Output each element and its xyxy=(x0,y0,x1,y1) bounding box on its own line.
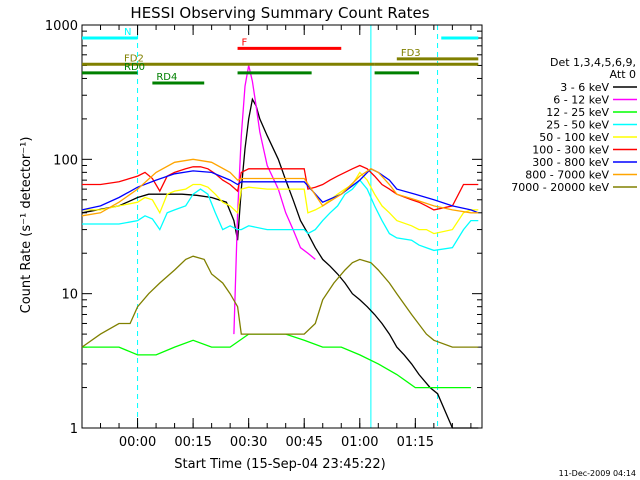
legend-label-2: 12 - 25 keV xyxy=(546,106,609,119)
legend-label-5: 100 - 300 keV xyxy=(532,144,609,157)
annotation-label-5: RD4 xyxy=(156,72,177,83)
x-tick-label: 01:15 xyxy=(397,435,434,450)
plot-frame xyxy=(81,24,483,429)
y-tick-label: 100 xyxy=(53,153,78,168)
series-line-4 xyxy=(82,171,479,235)
series-line-8 xyxy=(81,255,479,348)
legend-label-0: 3 - 6 keV xyxy=(560,81,609,94)
footer-timestamp: 11-Dec-2009 04:14 xyxy=(559,469,636,478)
series-line-1 xyxy=(233,65,316,335)
legend-label-7: 800 - 7000 keV xyxy=(525,169,609,182)
x-tick-label: 00:00 xyxy=(119,435,156,450)
legend-label-4: 50 - 100 keV xyxy=(539,131,609,144)
series-line-6 xyxy=(81,168,479,214)
x-tick-label: 00:15 xyxy=(174,435,211,450)
series-lines xyxy=(81,65,479,429)
annotation-label-2: FD2 xyxy=(124,53,144,64)
annotation-label-1: F xyxy=(242,37,248,48)
x-tick-label: 00:45 xyxy=(285,435,322,450)
annotation-label-0: N xyxy=(124,27,131,38)
legend-label-3: 25 - 50 keV xyxy=(546,119,609,132)
legend-header-line-1: Det 1,3,4,5,6,9, xyxy=(550,56,636,69)
annotation-bars: N F FD2 FD3 RD0 RD4 xyxy=(82,27,479,85)
axes: 1 10 100 1000 00:00 00:15 00:30 00:45 01:00 01:15 xyxy=(45,19,483,450)
x-axis-label: Start Time (15-Sep-04 23:45:22) xyxy=(174,457,385,472)
y-tick-label: 10 xyxy=(61,288,78,303)
series-line-2 xyxy=(82,333,471,389)
legend-label-1: 6 - 12 keV xyxy=(553,94,609,107)
annotation-label-3: FD3 xyxy=(401,48,421,59)
legend-label-6: 300 - 800 keV xyxy=(532,156,609,169)
series-line-0 xyxy=(81,97,479,429)
annotation-label-4: RD0 xyxy=(124,62,145,73)
x-tick-label: 00:30 xyxy=(230,435,267,450)
series-line-3 xyxy=(82,179,479,252)
series-line-7 xyxy=(81,158,479,217)
series-line-5 xyxy=(82,164,479,211)
x-tick-label: 01:00 xyxy=(341,435,378,450)
y-axis-label: Count Rate (s⁻¹ detector⁻¹) xyxy=(19,137,34,314)
legend-header-line-2: Att 0 xyxy=(610,68,636,81)
y-tick-label: 1 xyxy=(70,422,78,437)
y-tick-label: 1000 xyxy=(45,19,78,34)
chart-title: HESSI Observing Summary Count Rates xyxy=(130,4,429,22)
legend-label-8: 7000 - 20000 keV xyxy=(511,181,609,194)
